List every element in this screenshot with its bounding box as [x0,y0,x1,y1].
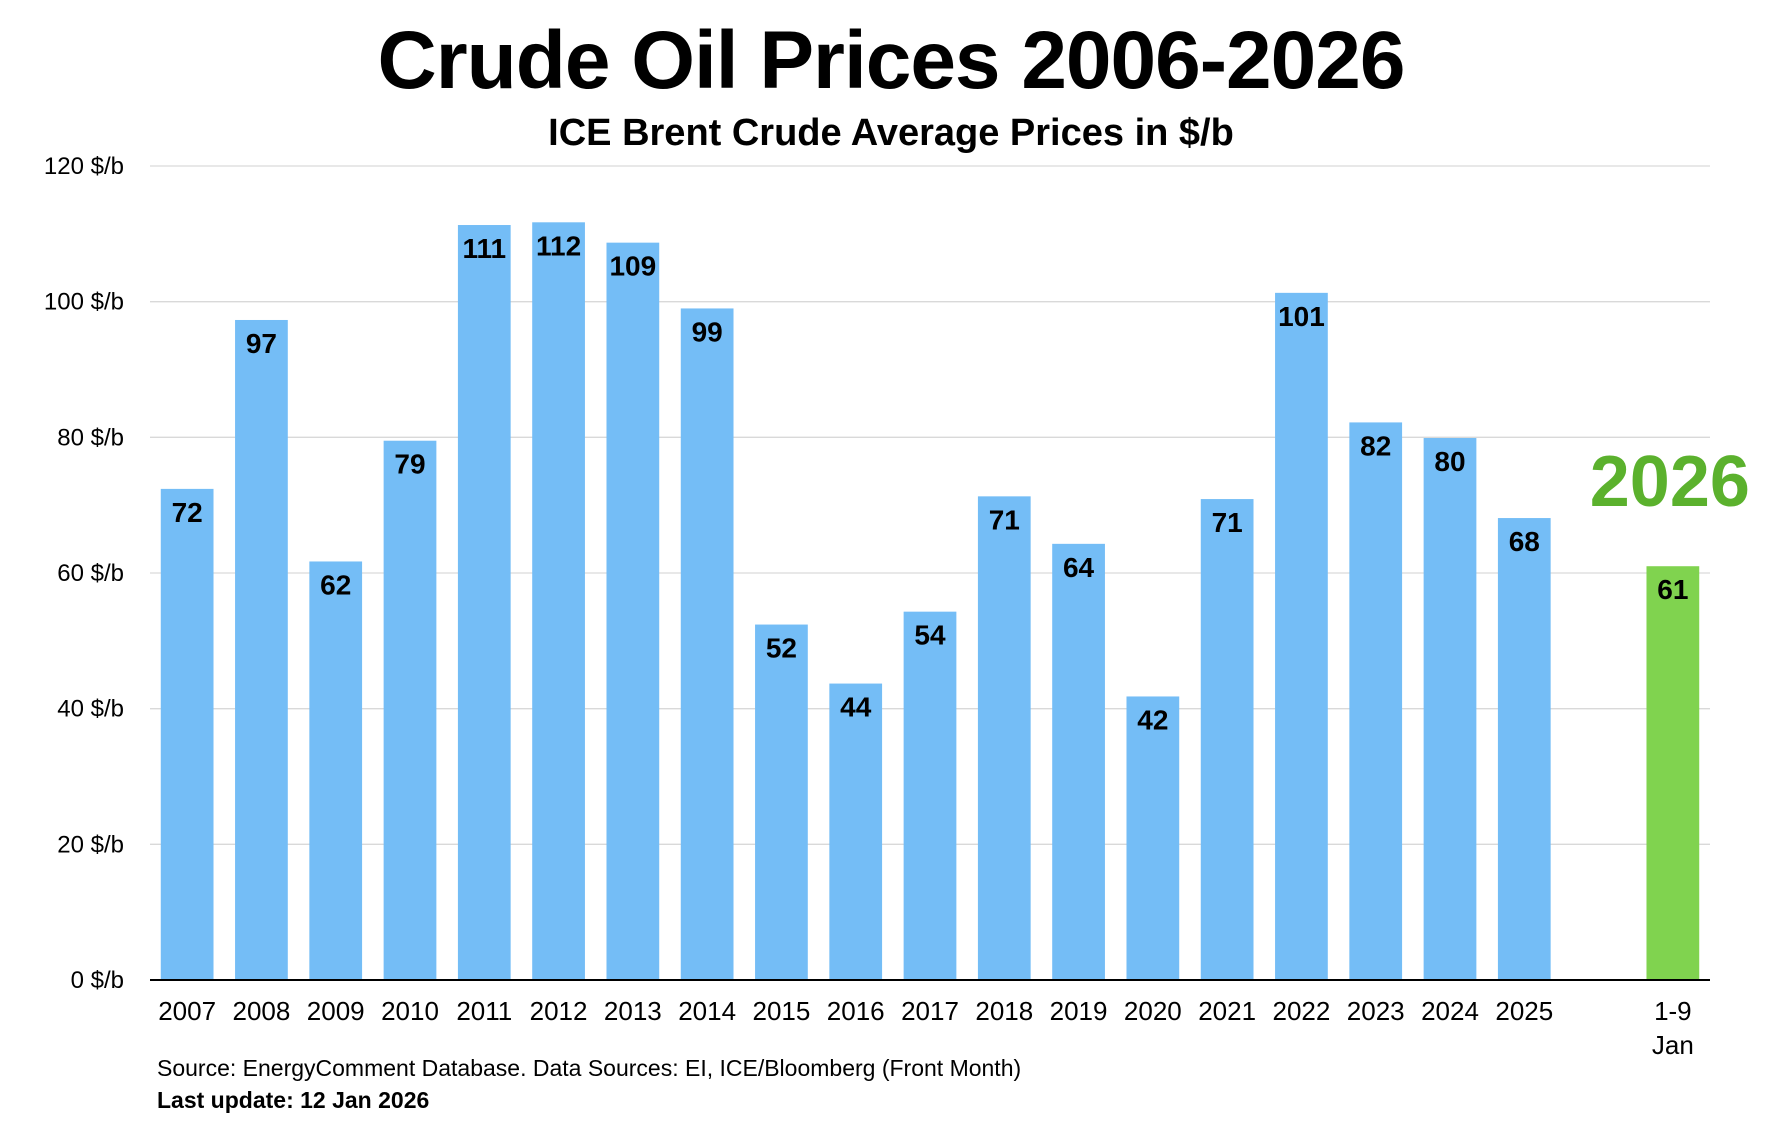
y-tick-label: 120 $/b [44,153,124,180]
x-tick-label: 2021 [1198,996,1256,1026]
x-tick-label: 2013 [604,996,662,1026]
bar [606,242,660,980]
data-label: 54 [914,620,946,651]
bar [1200,499,1254,980]
last-update-note: Last update: 12 Jan 2026 [157,1087,430,1113]
bar [1126,696,1180,980]
data-label: 64 [1063,552,1095,583]
annotation-2026: 2026 [1590,442,1750,522]
data-label: 52 [766,633,797,664]
y-tick-label: 60 $/b [57,560,124,587]
data-label: 101 [1278,301,1325,332]
chart-subtitle: ICE Brent Crude Average Prices in $/b [548,112,1234,154]
bar [532,222,585,981]
x-tick-label: 2020 [1124,996,1182,1026]
x-tick-label: 2010 [381,996,439,1026]
data-label: 97 [246,328,277,359]
bar [383,440,437,981]
x-tick-label: 1-9 Jan [1652,996,1694,1060]
x-tick-label: 2014 [678,996,736,1026]
bar [309,561,363,980]
y-axis-ticks: 0 $/b 20 $/b 40 $/b 60 $/b 80 $/b 100 $/b 120 … [44,153,124,994]
y-tick-label: 100 $/b [44,289,124,316]
data-labels: 72 97 62 79 111 112 109 99 52 44 54 71 64 42 71 101 82 80… [172,230,1689,735]
bar [235,319,288,980]
annotations: 2026 [1590,442,1750,522]
data-label: 79 [394,449,425,480]
data-label: 111 [462,233,506,264]
x-tick-label: 2015 [753,996,811,1026]
data-label: 68 [1509,526,1540,557]
data-label: 44 [840,692,872,723]
y-tick-label: 40 $/b [57,696,124,723]
x-tick-label: 2011 [456,996,512,1026]
data-label: 82 [1360,430,1391,461]
y-tick-label: 80 $/b [57,424,124,451]
x-tick-label: 2018 [975,996,1033,1026]
bar [680,308,734,980]
x-tick-label: 2017 [901,996,959,1026]
x-tick-label: 2022 [1273,996,1331,1026]
data-label: 112 [536,230,581,261]
data-label: 62 [320,569,351,600]
data-label: 99 [692,316,723,347]
bar [977,496,1031,980]
bar [1423,438,1477,980]
bar [1275,292,1328,980]
bar [160,488,214,980]
x-tick-label: 2023 [1347,996,1405,1026]
data-label: 71 [1212,507,1243,538]
bar [755,624,808,980]
chart-title: Crude Oil Prices 2006-2026 [377,15,1406,106]
data-label: 42 [1137,704,1168,735]
x-tick-label: 2009 [307,996,365,1026]
bar [1052,543,1105,980]
x-tick-label: 2008 [233,996,291,1026]
data-label: 72 [172,497,203,528]
bars [160,222,1700,981]
x-tick-label: 2016 [827,996,885,1026]
x-tick-label: 2007 [158,996,216,1026]
x-tick-label: 2024 [1421,996,1479,1026]
bar [903,611,957,980]
y-tick-label: 20 $/b [57,831,124,858]
bar [457,225,511,980]
x-tick-label: 2019 [1050,996,1108,1026]
data-label: 71 [989,504,1020,535]
data-label: 80 [1434,446,1465,477]
bar [829,683,883,980]
source-note: Source: EnergyComment Database. Data Sou… [157,1055,1022,1081]
data-label: 109 [609,251,656,282]
x-tick-label: 2025 [1495,996,1553,1026]
bar [1497,518,1551,980]
bar [1349,422,1403,980]
x-tick-label: 2012 [530,996,588,1026]
data-label: 61 [1657,574,1688,605]
x-axis-ticks: 2007 2008 2009 2010 2011 2012 2013 2014 2015 2016… [158,996,1694,1060]
y-tick-label: 0 $/b [71,967,124,994]
bar [1646,566,1700,980]
